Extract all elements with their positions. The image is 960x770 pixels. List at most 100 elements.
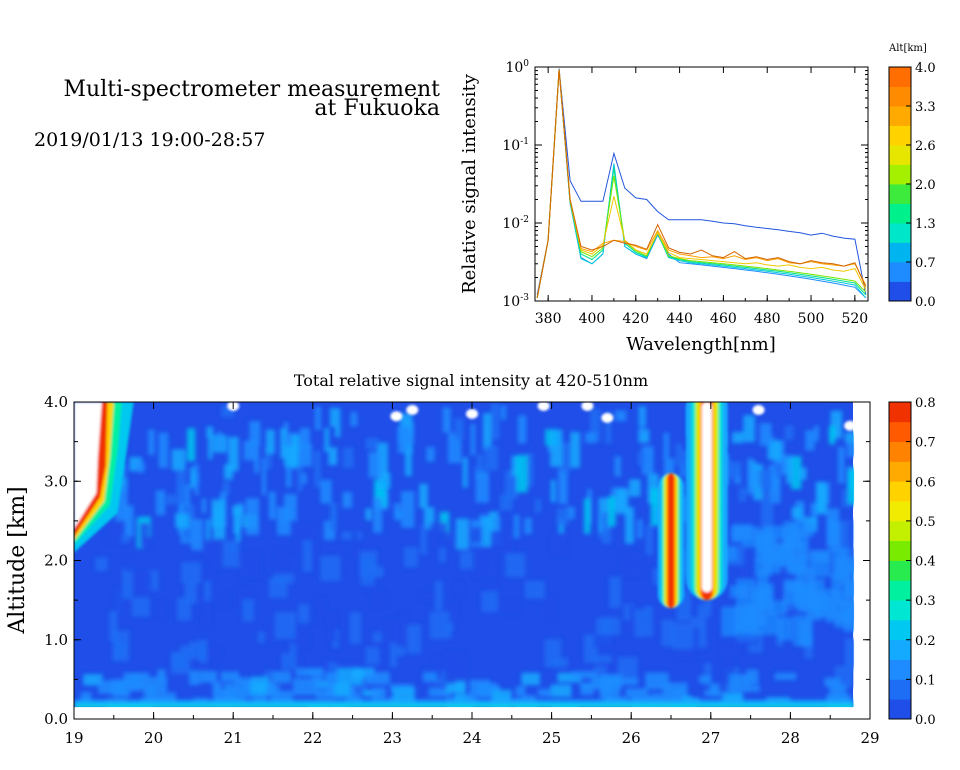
heatmap-cell [420,524,427,555]
heatmap-cell [815,481,826,512]
heatmap-cell [210,648,221,660]
spectrum-xtick-label: 400 [579,311,606,327]
heatmap-cell [373,497,383,533]
heatmap-cell [516,455,528,493]
heatmap-cell [663,458,675,479]
heatmap-cell [249,421,261,447]
heatmap-cell [501,405,507,420]
heatmap-cell [620,553,643,577]
heatmap-cell [783,580,801,606]
heatmap-cell [499,494,513,511]
heatmap-cell [804,636,814,659]
heatmap-cell [796,589,808,604]
heatmap-cell [350,412,358,427]
heatmap-cell [171,449,186,471]
heatmap-cell [645,524,654,555]
heatmap-cell [747,685,760,692]
heatmap-cell [139,522,150,548]
heatmap-cell [329,502,337,531]
heatmap-cell [298,603,310,624]
heatmap-cell [790,456,802,490]
heatmap-cell [484,445,498,471]
spectrum-series-7 [536,69,867,298]
heatmap-cell [276,506,291,536]
heatmap-cell [566,506,575,520]
heatmap-cell [552,657,568,668]
heatmap-cell [376,442,388,479]
heatmap-cell [756,570,769,603]
heatmap-cell [732,432,743,444]
heatmap-cell [257,631,265,643]
heatmap-cell [445,682,466,694]
heatmap-xtick-label: 28 [781,729,800,747]
intensity-colorbar-segment [889,441,911,462]
heatmap-cell [729,585,748,598]
intensity-colorbar-label: 0.3 [915,594,936,609]
heatmap-cell [844,432,856,443]
altitude-colorbar-segment [889,281,911,302]
datetime-label: 2019/01/13 19:00-28:57 [34,129,265,151]
cloud-speck [466,408,478,419]
heatmap-cell [131,597,150,617]
heatmap-xtick-label: 23 [383,729,402,747]
heatmap-cell [187,428,196,462]
heatmap-cell [368,451,382,478]
heatmap-cell [432,658,442,679]
heatmap-cell [314,450,321,488]
heatmap-cell [175,513,190,529]
heatmap-cell [199,671,218,683]
heatmap-cell [320,479,332,504]
heatmap-cell [641,446,654,475]
heatmap-cell [571,671,597,679]
altitude-colorbar-segment [889,223,911,243]
heatmap-xtick-label: 26 [622,729,641,747]
spectrum-series-6 [536,69,867,298]
heatmap-cell [590,409,601,443]
heatmap-cell [741,431,755,443]
heatmap-cell [650,488,660,526]
heatmap-cell [698,675,711,684]
heatmap-cell [831,547,848,580]
heatmap-cell [439,547,446,563]
heatmap-cell [359,551,378,577]
heatmap-cell [285,455,292,488]
heatmap-cell [810,550,831,578]
heatmap-cell [397,426,411,443]
altitude-colorbar-label: 1.3 [915,217,936,232]
heatmap-cell [601,512,612,544]
heatmap-cell [228,436,239,472]
heatmap-cell [704,689,721,697]
heatmap-cell [723,659,735,685]
heatmap-cell [205,558,216,581]
heatmap-cell [810,502,817,514]
heatmap-cell [125,556,132,573]
heatmap-cell [639,410,645,434]
altitude-colorbar-segment [889,242,911,263]
heatmap-cell [476,454,484,477]
heatmap-cell [135,461,145,473]
title-line2: at Fukuoka [314,96,440,121]
heatmap-cell [746,669,759,685]
cloud-speck [752,404,765,415]
heatmap-cell [171,652,188,670]
cloud-speck [601,412,614,423]
heatmap-cell [637,450,645,466]
heatmap-cell [324,428,330,452]
heatmap-cell [521,672,540,686]
heatmap-cell [254,443,260,474]
heatmap-cell [274,550,286,569]
heatmap-cell [329,611,337,642]
heatmap-cell [124,505,134,537]
heatmap-cell [83,674,103,686]
heatmap-cell [505,553,526,578]
heatmap-cell [605,411,612,445]
heatmap-cell [365,672,390,685]
heatmap-cell [562,442,571,473]
heatmap-cell [728,674,750,693]
heatmap-cell [148,429,155,455]
spectrum-xtick-label: 520 [841,311,868,327]
heatmap-cell [592,655,612,664]
heatmap-cell [351,531,358,558]
heatmap-cell [145,689,155,705]
heatmap-cell [352,667,375,679]
